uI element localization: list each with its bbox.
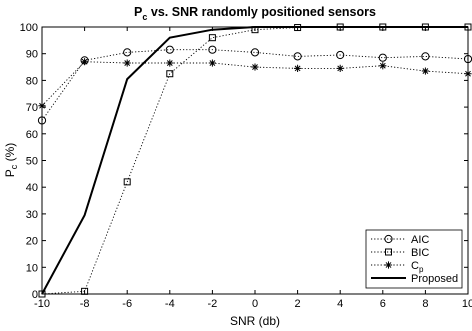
data-point — [336, 64, 344, 72]
y-tick-label: 100 — [20, 22, 38, 34]
data-point — [165, 45, 174, 54]
x-tick-label: -10 — [34, 298, 50, 310]
chart-title: Pc vs. SNR randomly positioned sensors — [134, 5, 376, 22]
x-tick-label: 0 — [252, 298, 258, 310]
data-point — [378, 53, 387, 62]
data-point — [336, 50, 345, 60]
x-tick-label: 8 — [422, 298, 428, 310]
series-line — [41, 49, 469, 121]
legend-marker-bic — [385, 248, 392, 256]
y-tick-label: 30 — [26, 209, 38, 221]
x-tick-label: -8 — [80, 298, 90, 310]
x-tick-label: -4 — [165, 298, 175, 310]
y-tick-label: 90 — [26, 49, 38, 61]
x-tick-label: -2 — [208, 298, 218, 310]
legend-marker-cp — [384, 261, 393, 269]
x-axis-label: SNR (db) — [230, 314, 280, 328]
data-point — [81, 58, 89, 66]
legend-label-cp: Cp — [411, 260, 424, 274]
y-tick-label: 10 — [26, 262, 38, 274]
data-point — [123, 59, 131, 67]
data-point — [123, 48, 132, 57]
data-point — [166, 70, 174, 78]
x-tick-label: 2 — [295, 298, 301, 310]
y-tick-label: 80 — [26, 75, 38, 87]
y-tick-label: 50 — [26, 156, 38, 168]
data-point — [208, 45, 217, 54]
data-point — [421, 67, 429, 75]
y-tick-label: 60 — [26, 129, 38, 141]
data-point — [123, 178, 131, 186]
x-tick-label: 10 — [462, 298, 472, 310]
series-line — [41, 61, 469, 107]
data-point — [208, 34, 216, 42]
x-tick-label: 6 — [380, 298, 386, 310]
legend-label-aic: AIC — [411, 234, 429, 246]
data-point — [251, 63, 259, 71]
y-tick-label: 70 — [26, 102, 38, 114]
x-tick-label: -6 — [122, 298, 132, 310]
legend-marker-aic — [384, 234, 393, 244]
legend-label-bic: BIC — [411, 247, 429, 259]
y-tick-label: 20 — [26, 236, 38, 248]
data-point — [421, 52, 430, 61]
data-point — [379, 62, 387, 70]
x-tick-label: 4 — [337, 298, 343, 310]
y-axis-label: Pc (%) — [3, 143, 19, 178]
data-point — [293, 52, 302, 61]
data-point — [166, 59, 174, 67]
data-point — [294, 64, 302, 72]
data-point — [250, 48, 260, 57]
y-tick-label: 0 — [32, 289, 38, 301]
y-tick-label: 40 — [26, 182, 38, 194]
legend-label-proposed: Proposed — [411, 273, 458, 285]
series-aic — [37, 45, 472, 125]
data-point — [208, 59, 216, 67]
